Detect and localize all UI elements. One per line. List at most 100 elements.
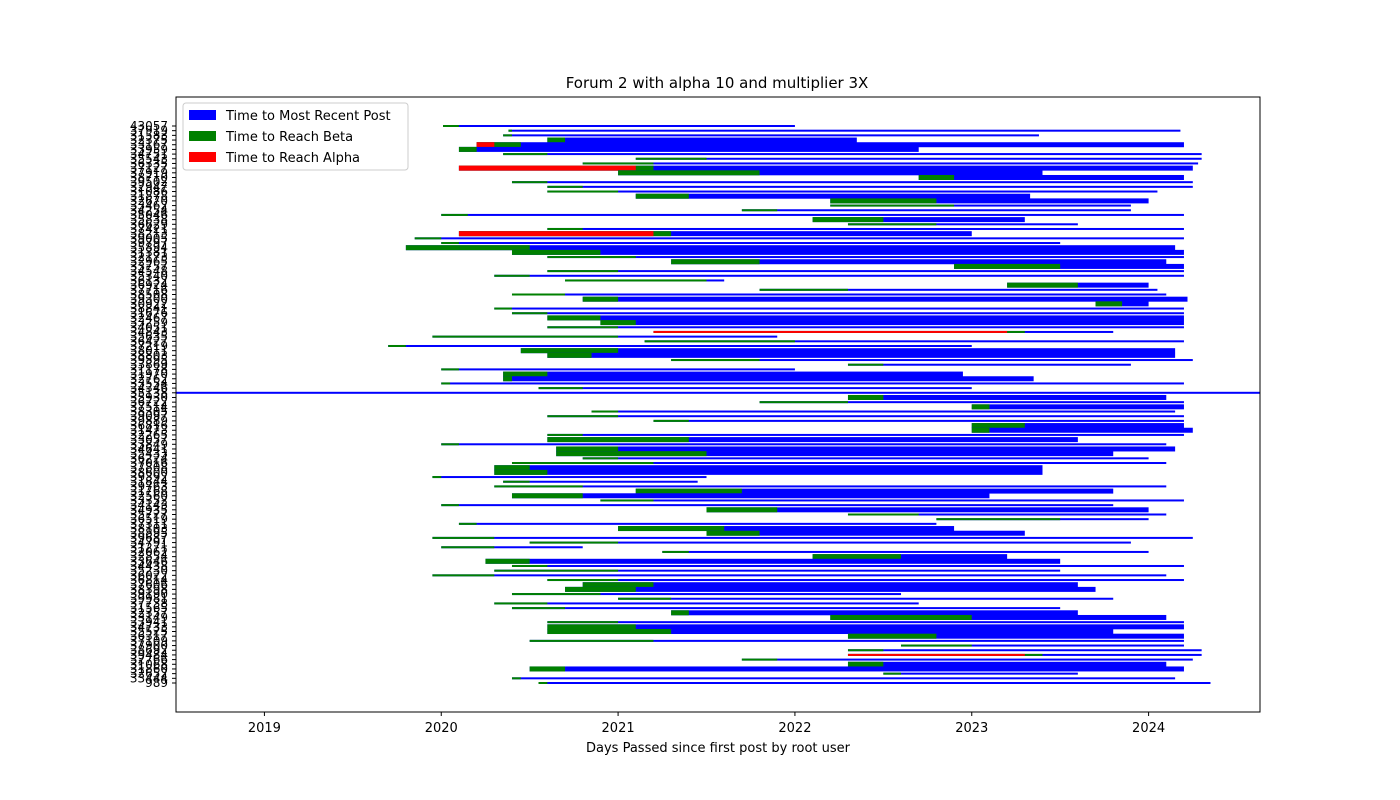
y-tick-label: 36022 <box>130 568 168 582</box>
bar-recent-2 <box>503 134 1039 137</box>
bar-recent-4 <box>476 142 1184 148</box>
bar-recent-82 <box>706 507 1149 513</box>
bar-beta-58 <box>847 394 884 400</box>
bar-beta-106 <box>547 621 619 624</box>
bar-recent-63 <box>653 419 1184 422</box>
y-tick-label: 39190 <box>130 587 168 601</box>
bar-beta-50 <box>671 359 760 362</box>
bar-beta-86 <box>618 526 725 532</box>
bar-beta-3 <box>547 137 566 143</box>
y-tick-label: 32854 <box>130 550 168 564</box>
y-tick-label: 34254 <box>130 203 168 217</box>
bar-beta-118 <box>511 677 521 680</box>
y-tick-label: 31878 <box>130 189 168 203</box>
bar-alpha-9 <box>458 165 636 171</box>
bar-recent-51 <box>847 363 1131 366</box>
bar-recent-17 <box>830 204 1131 207</box>
bar-beta-17 <box>830 204 955 207</box>
y-tick-label: 31068 <box>130 657 168 671</box>
y-tick-label: 38803 <box>130 348 168 362</box>
bar-beta-80 <box>600 499 654 502</box>
bar-recent-103 <box>511 607 1061 610</box>
bar-beta-30 <box>954 263 1061 269</box>
bar-recent-47 <box>388 344 972 347</box>
bar-alpha-4 <box>476 142 495 148</box>
y-tick-label: 34346 <box>130 381 168 395</box>
y-tick-label: 32652 <box>130 667 168 681</box>
bar-beta-111 <box>901 644 972 647</box>
legend-label-recent: Time to Most Recent Post <box>225 109 391 124</box>
bar-recent-46 <box>644 340 1184 343</box>
bar-recent-118 <box>511 677 1176 680</box>
y-tick-label: 34438 <box>130 559 168 573</box>
bar-recent-106 <box>547 621 1184 624</box>
y-tick-label: 35635 <box>130 330 168 344</box>
legend-box <box>182 102 409 171</box>
bar-beta-110 <box>529 639 654 642</box>
y-tick-label: 37919 <box>130 166 168 180</box>
y-tick-label: 31860 <box>130 662 168 676</box>
legend-swatch-alpha <box>189 152 216 162</box>
bar-beta-38 <box>1095 301 1123 307</box>
y-tick-label: 32560 <box>130 489 168 503</box>
y-tick-label: 36224 <box>130 451 168 465</box>
y-tick-label: 33352 <box>130 493 168 507</box>
bar-recent-35 <box>759 288 1158 291</box>
bar-recent-62 <box>547 415 1184 418</box>
bar-beta-68 <box>441 443 459 446</box>
bar-beta-31 <box>547 270 619 273</box>
legend-swatch-recent <box>189 110 216 120</box>
bar-recent-30 <box>954 263 1184 269</box>
bar-recent-15 <box>635 193 1031 199</box>
y-tick-label: 33462 <box>130 199 168 213</box>
bar-recent-74 <box>494 469 1043 475</box>
y-tick-label: 38103 <box>130 522 168 536</box>
bar-beta-95 <box>494 569 619 572</box>
bar-recent-43 <box>547 326 1184 329</box>
bar-recent-11 <box>918 174 1184 180</box>
y-tick-label: 33941 <box>130 615 168 629</box>
bar-beta-119 <box>538 682 548 684</box>
y-tick-label: 35046 <box>130 208 168 222</box>
y-tick-label: 34751 <box>130 147 168 161</box>
bar-beta-83 <box>847 513 919 516</box>
bar-beta-25 <box>441 242 459 245</box>
bar-recent-97 <box>547 579 1184 582</box>
bar-recent-76 <box>503 480 698 483</box>
y-tick-label: 39300 <box>130 292 168 306</box>
bar-beta-19 <box>441 213 468 216</box>
bar-recent-71 <box>582 457 1149 460</box>
bar-beta-115 <box>847 661 884 667</box>
y-tick-label: 39484 <box>130 648 168 662</box>
bar-beta-53 <box>503 371 548 377</box>
bar-beta-63 <box>653 419 689 422</box>
y-tick-label: 31271 <box>130 540 168 554</box>
bar-recent-111 <box>901 644 1184 647</box>
bar-recent-86 <box>618 526 955 532</box>
bar-recent-36 <box>511 293 1167 296</box>
bar-beta-4 <box>476 142 521 148</box>
bar-beta-104 <box>671 610 689 616</box>
bar-recent-55 <box>441 382 1184 385</box>
x-axis-label: Days Passed since first post by root use… <box>586 741 851 756</box>
y-tick-label: 37738 <box>130 596 168 610</box>
bar-beta-2 <box>503 134 512 137</box>
y-tick-label: 37808 <box>130 461 168 475</box>
bar-recent-50 <box>671 359 1193 362</box>
bar-recent-56 <box>538 387 972 390</box>
y-tick-label: 36132 <box>130 273 168 287</box>
bar-recent-67 <box>547 437 1078 443</box>
y-tick-label: 31473 <box>130 423 168 437</box>
bar-recent-92 <box>812 554 1008 560</box>
bar-recent-39 <box>494 307 1184 310</box>
bar-recent-95 <box>494 569 1061 572</box>
y-tick-label: 39392 <box>130 470 168 484</box>
y-tick-label: 35838 <box>130 213 168 227</box>
y-tick-label: 36629 <box>130 217 168 231</box>
y-tick-label: 31768 <box>130 484 168 498</box>
y-tick-label: 31086 <box>130 185 168 199</box>
bar-recent-57 <box>176 391 1260 394</box>
x-tick-label-2021: 2021 <box>602 721 635 736</box>
y-tick-label: 35727 <box>130 507 168 521</box>
